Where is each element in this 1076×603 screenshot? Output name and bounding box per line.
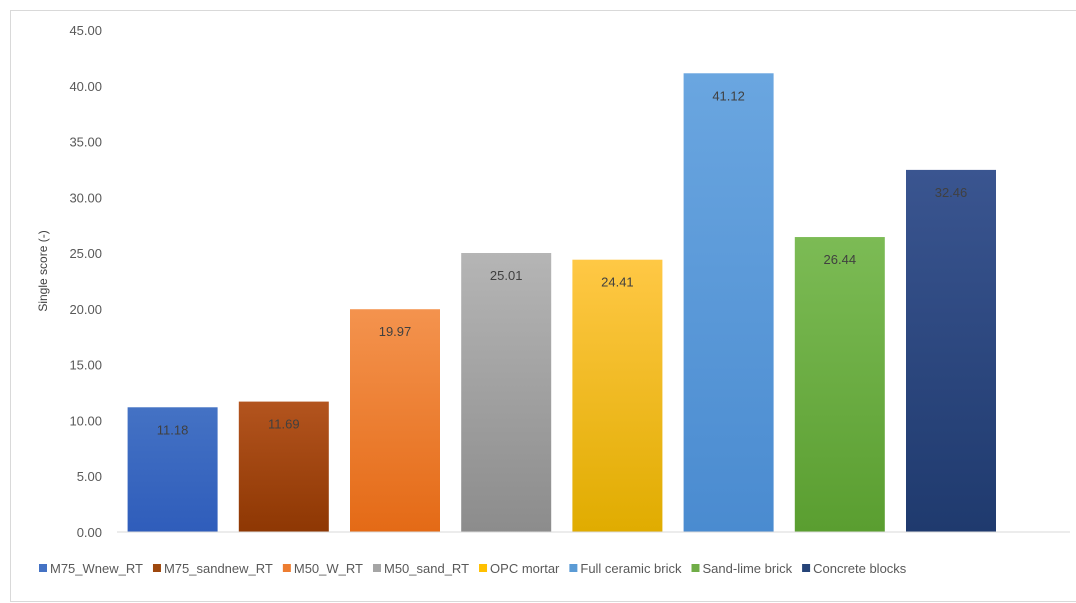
- y-tick-label: 30.00: [69, 190, 102, 205]
- data-label: 24.41: [601, 275, 634, 290]
- data-label: 32.46: [935, 185, 968, 200]
- legend-swatch: [152, 564, 161, 572]
- bar: [350, 309, 440, 532]
- y-tick-label: 15.00: [69, 358, 102, 373]
- y-tick-label: 45.00: [69, 23, 102, 38]
- legend-swatch: [802, 564, 811, 572]
- y-axis: 0.00 5.00 10.00 15.00 20.00 25.00 30.00 35.00 40…: [69, 23, 102, 540]
- legend-label: M50_sand_RT: [384, 561, 469, 576]
- legend-swatch: [372, 564, 381, 572]
- bars: 11.18 11.69 19.97 25.01 24.41 41.12 26.44 32.46: [127, 73, 996, 532]
- legend-label: M50_W_RT: [294, 561, 363, 576]
- bar: [127, 407, 218, 532]
- bar: [906, 169, 996, 532]
- data-label: 41.12: [712, 88, 745, 103]
- legend-swatch: [282, 564, 291, 572]
- legend-label: Sand-lime brick: [703, 561, 793, 576]
- y-tick-label: 35.00: [69, 135, 102, 150]
- legend: M75_Wnew_RT M75_sandnew_RT M50_W_RT M50_san…: [39, 561, 907, 576]
- legend-label: Full ceramic brick: [580, 561, 682, 576]
- legend-label: OPC mortar: [490, 561, 560, 576]
- legend-swatch: [569, 564, 578, 572]
- legend-swatch: [691, 564, 700, 572]
- y-tick-label: 0.00: [77, 525, 102, 540]
- bar: [572, 259, 663, 532]
- y-tick-label: 20.00: [69, 302, 102, 317]
- data-label: 11.18: [157, 422, 189, 437]
- legend-label: M75_sandnew_RT: [164, 561, 273, 576]
- y-axis-title: Single score (-): [36, 230, 50, 311]
- legend-label: Concrete blocks: [813, 561, 907, 576]
- legend-swatch: [479, 564, 488, 572]
- data-label: 11.69: [268, 417, 300, 432]
- y-tick-label: 25.00: [69, 246, 102, 261]
- legend-label: M75_Wnew_RT: [50, 561, 143, 576]
- data-label: 25.01: [490, 268, 523, 283]
- chart-frame: [10, 10, 1076, 602]
- y-tick-label: 40.00: [69, 79, 102, 94]
- bar: [794, 237, 885, 532]
- bar: [238, 401, 329, 532]
- data-label: 26.44: [824, 252, 857, 267]
- data-label: 19.97: [379, 324, 412, 339]
- bar: [683, 73, 774, 532]
- legend-swatch: [39, 564, 47, 572]
- bar: [461, 252, 552, 532]
- y-tick-label: 5.00: [77, 469, 102, 484]
- y-tick-label: 10.00: [69, 413, 102, 428]
